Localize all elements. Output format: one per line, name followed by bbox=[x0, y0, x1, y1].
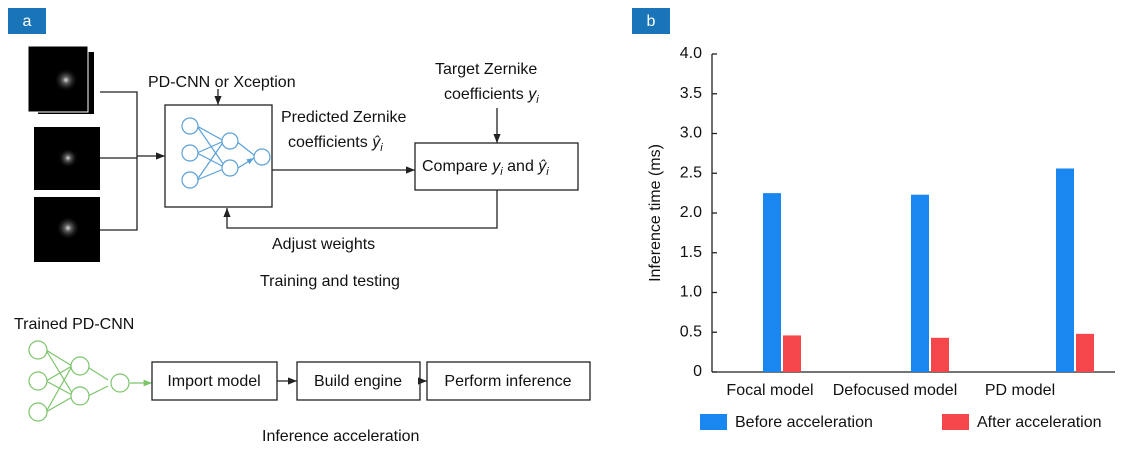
y-tick-label: 3.0 bbox=[680, 125, 702, 142]
y-tick-label: 3.5 bbox=[680, 85, 702, 102]
network-icon bbox=[181, 117, 271, 189]
legend-label: Before acceleration bbox=[735, 414, 873, 431]
x-tick-label: Focal model bbox=[726, 382, 813, 399]
bar bbox=[1076, 333, 1094, 372]
step-box bbox=[296, 361, 421, 401]
text: coefficients bbox=[288, 134, 372, 151]
predicted-label: Predicted Zernike bbox=[281, 109, 406, 126]
step-label: Import model bbox=[167, 373, 260, 390]
bar bbox=[763, 193, 781, 372]
y-tick-label: 0 bbox=[693, 363, 702, 380]
panel-badge bbox=[8, 8, 46, 34]
symbol: ŷ bbox=[537, 158, 547, 175]
panel-label: a bbox=[23, 13, 32, 30]
y-tick-label: 0.5 bbox=[680, 323, 702, 340]
step-label: Perform inference bbox=[444, 373, 571, 390]
y-tick-label: 4.0 bbox=[680, 45, 702, 62]
predicted-label: coefficients ŷi bbox=[288, 134, 383, 154]
subscript: i bbox=[500, 166, 503, 178]
input-images bbox=[27, 45, 100, 262]
text: Compare bbox=[422, 158, 492, 175]
y-tick-label: 1.0 bbox=[680, 284, 702, 301]
symbol: ŷ bbox=[371, 134, 381, 151]
target-label: coefficients yi bbox=[444, 86, 539, 106]
panel-badge bbox=[632, 8, 670, 34]
connector bbox=[100, 91, 138, 231]
legend-swatch bbox=[942, 414, 969, 430]
text: coefficients bbox=[444, 86, 528, 103]
bar bbox=[783, 335, 801, 372]
y-axis-label: Inference time (ms) bbox=[647, 144, 664, 282]
step-box bbox=[426, 361, 591, 401]
compare-label: Compare yi and ŷi bbox=[422, 158, 549, 178]
compare-box bbox=[414, 142, 579, 191]
y-tick-label: 1.5 bbox=[680, 244, 702, 261]
y-tick-label: 2.0 bbox=[680, 204, 702, 221]
feedback-label: Adjust weights bbox=[272, 236, 375, 253]
panel-a: a PD-CNN or Xception Predicted Zernike c… bbox=[8, 8, 591, 445]
symbol: y bbox=[491, 158, 501, 175]
y-tick-label: 2.5 bbox=[680, 164, 702, 181]
text: and bbox=[503, 158, 539, 175]
x-tick-label: Defocused model bbox=[833, 382, 958, 399]
symbol: y bbox=[527, 86, 537, 103]
subscript: i bbox=[380, 142, 383, 154]
caption: Inference acceleration bbox=[262, 428, 419, 445]
legend-swatch bbox=[700, 414, 727, 430]
subscript: i bbox=[546, 166, 549, 178]
bar bbox=[1056, 168, 1074, 372]
target-label: Target Zernike bbox=[435, 61, 537, 78]
bar bbox=[931, 337, 949, 372]
caption: Training and testing bbox=[260, 273, 400, 290]
trained-network-icon bbox=[28, 340, 152, 422]
panel-label: b bbox=[647, 13, 656, 30]
panel-b: b Inference time (ms) 0 0.5 1.0 1.5 2.0 2.5 3.… bbox=[632, 8, 1115, 431]
feedback-arrow bbox=[223, 190, 498, 229]
network-label: PD-CNN or Xception bbox=[148, 74, 296, 91]
step-label: Build engine bbox=[314, 373, 402, 390]
subscript: i bbox=[536, 94, 539, 106]
trained-label: Trained PD-CNN bbox=[14, 316, 134, 333]
legend-label: After acceleration bbox=[977, 414, 1102, 431]
x-tick-label: PD model bbox=[985, 382, 1055, 399]
bar bbox=[911, 194, 929, 372]
